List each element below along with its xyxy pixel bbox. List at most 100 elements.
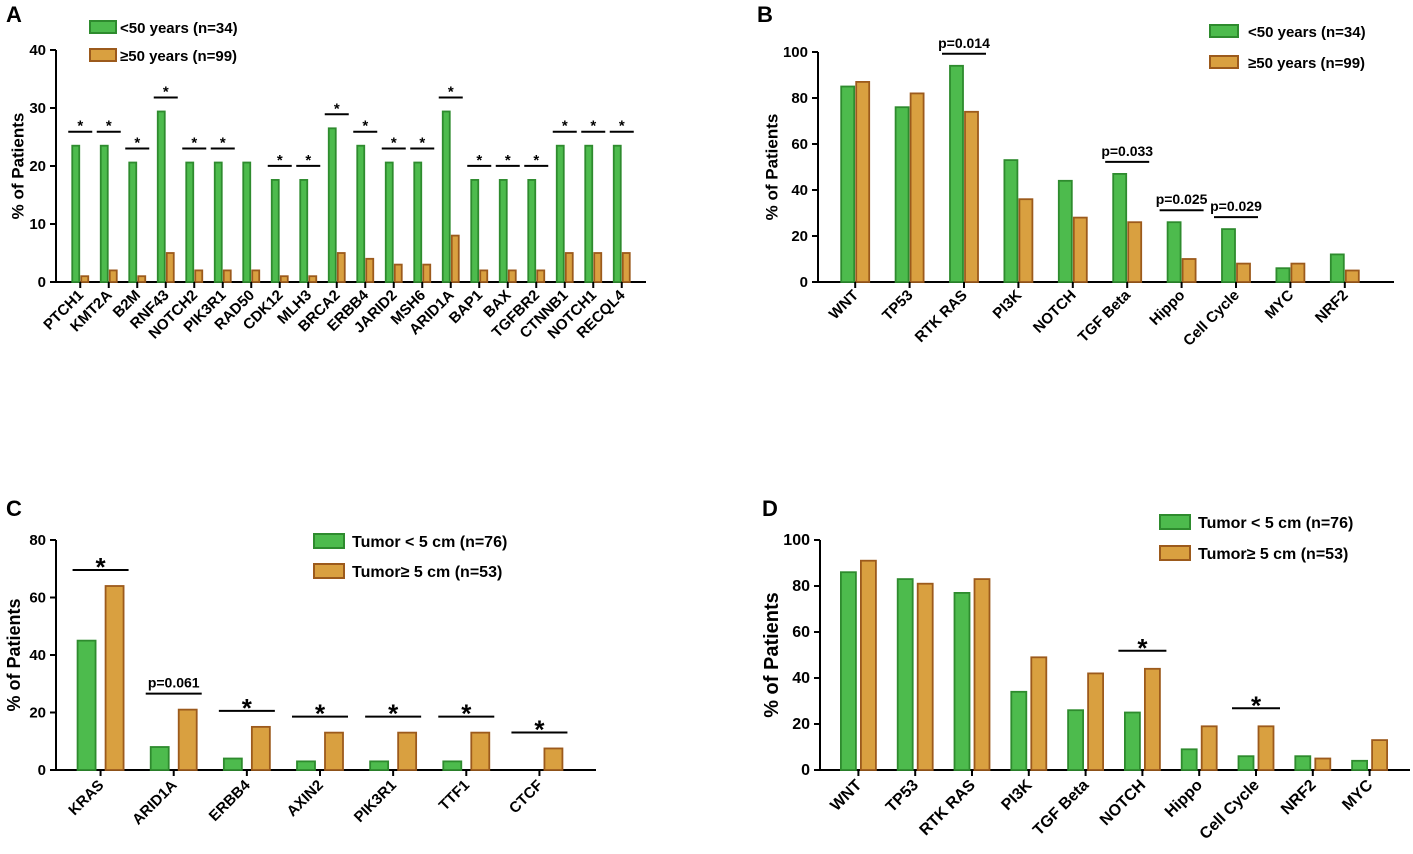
- legend-swatch-1: [313, 533, 345, 549]
- y-tick-label: 20: [29, 705, 46, 722]
- bar-series2-brca2: [336, 252, 346, 283]
- bar-series2-cdk12: [279, 275, 289, 283]
- legend: <50 years (n=34) ≥50 years (n=99): [89, 20, 238, 65]
- bar-series2-ttf1: [470, 731, 491, 771]
- y-tick-label: 60: [791, 136, 808, 153]
- y-axis-label: % of Patients: [761, 592, 783, 718]
- bar-series2-pi3k: [1030, 656, 1048, 771]
- panel-C: C 0 20 40 60 80 % of Patients KRAS ARID1A ERBB4 AX…: [4, 496, 596, 828]
- bar-series2-arid1a: [177, 708, 198, 771]
- y-tick-label: 40: [29, 42, 46, 59]
- y-tick-label: 40: [29, 647, 46, 664]
- bar-series1-notch: [1057, 179, 1073, 283]
- bar-series2-pik3r1: [222, 269, 232, 283]
- significance-star: *: [96, 552, 107, 582]
- bar-series1-notch: [1124, 711, 1141, 771]
- bar-series1-tp53: [896, 578, 914, 771]
- bar-series2-jarid2: [393, 263, 403, 283]
- y-axis-label: % of Patients: [4, 598, 24, 711]
- significance-star: *: [590, 118, 596, 135]
- bar-series1-tgfbr2: [527, 179, 537, 283]
- bar-series1-notch2: [185, 161, 195, 283]
- bar-series1-bap1: [470, 179, 480, 283]
- bar-series2-pi3k: [1018, 198, 1034, 283]
- bar-series2-rnf43: [165, 252, 175, 283]
- bar-series2-axin2: [324, 731, 344, 771]
- significance-star: *: [448, 83, 454, 100]
- panel-letter: A: [6, 2, 22, 27]
- significance-star: *: [220, 135, 226, 152]
- legend-label-2: ≥50 years (n=99): [1248, 55, 1365, 72]
- x-tick-label: RTK RAS: [912, 287, 971, 346]
- legend-swatch-1: [1159, 514, 1191, 530]
- bar-series2-myc: [1290, 262, 1306, 283]
- y-tick-label: 0: [801, 762, 810, 779]
- x-tick-label: BAP1: [446, 287, 486, 327]
- bar-series2-bax: [507, 269, 517, 283]
- significance-star: *: [391, 135, 397, 152]
- x-tick-label: TTF1: [436, 777, 473, 814]
- y-tick-label: 10: [29, 216, 46, 233]
- legend: Tumor < 5 cm (n=76) Tumor≥ 5 cm (n=53): [1159, 514, 1353, 563]
- x-tick-label: PI3K: [998, 776, 1035, 813]
- x-tick-label: NOTCH: [1097, 777, 1149, 829]
- x-tick-label: WNT: [826, 287, 862, 323]
- legend-swatch-1: [1209, 24, 1239, 38]
- x-tick-label: AXIN2: [284, 777, 327, 820]
- y-tick-label: 0: [38, 762, 46, 779]
- significance-pvalue: p=0.029: [1210, 198, 1262, 214]
- bar-series1-brca2: [327, 127, 337, 283]
- bar-series1-mlh3: [299, 179, 309, 283]
- bar-series1-myc: [1275, 267, 1291, 283]
- y-tick-label: 20: [29, 158, 46, 175]
- bar-series1-pi3k: [1010, 690, 1028, 771]
- bar-series2-ctcf: [543, 747, 564, 771]
- legend-swatch-2: [89, 48, 117, 62]
- significance-star: *: [1251, 690, 1262, 720]
- bar-series1-notch1: [584, 144, 594, 283]
- bar-series1-pik3r1: [213, 161, 223, 283]
- x-tick-label: PI3K: [990, 287, 1026, 323]
- y-tick-label: 0: [38, 274, 46, 291]
- bar-series1-ctnnb1: [555, 144, 565, 283]
- x-tick-label: KRAS: [65, 777, 107, 819]
- y-tick-label: 30: [29, 100, 46, 117]
- significance-star: *: [305, 152, 311, 169]
- bar-series1-wnt: [840, 85, 856, 283]
- x-tick-label: RTK RAS: [917, 777, 980, 840]
- bar-series1-rad50: [242, 161, 252, 283]
- x-tick-label: NRF2: [1312, 287, 1352, 327]
- bar-series2-nrf2: [1314, 757, 1332, 771]
- bar-series1-pi3k: [1003, 159, 1019, 283]
- bar-series1-ptch1: [71, 144, 81, 283]
- significance-pvalue: p=0.033: [1101, 143, 1153, 159]
- legend-label-1: Tumor < 5 cm (n=76): [1198, 515, 1353, 532]
- legend-label-2: Tumor≥ 5 cm (n=53): [352, 564, 502, 581]
- bar-series1-b2m: [128, 161, 138, 283]
- bar-series1-rtk-ras: [953, 592, 971, 771]
- significance-star: *: [562, 118, 568, 135]
- bar-series1-nrf2: [1329, 253, 1345, 283]
- bar-series1-tp53: [894, 106, 910, 283]
- bar-series2-ctnnb1: [564, 252, 574, 283]
- y-tick-label: 60: [29, 590, 46, 607]
- significance-star: *: [476, 152, 482, 169]
- y-tick-label: 80: [791, 90, 808, 107]
- bar-series1-hippo: [1166, 221, 1182, 283]
- bar-series2-rtk-ras: [973, 578, 991, 771]
- x-tick-label: ARID1A: [129, 777, 181, 829]
- bar-series1-arid1a: [149, 746, 170, 771]
- bar-series1-cell-cycle: [1221, 228, 1236, 283]
- bar-series2-mlh3: [308, 275, 318, 283]
- legend-swatch-2: [313, 563, 345, 579]
- bar-series1-kmt2a: [99, 144, 109, 283]
- y-tick-label: 0: [800, 274, 808, 291]
- bar-series2-wnt: [860, 559, 877, 771]
- bar-series2-msh6: [422, 263, 432, 283]
- bar-series1-recql4: [612, 144, 622, 283]
- x-tick-label: MYC: [1262, 287, 1298, 323]
- bar-series2-rtk-ras: [964, 110, 979, 283]
